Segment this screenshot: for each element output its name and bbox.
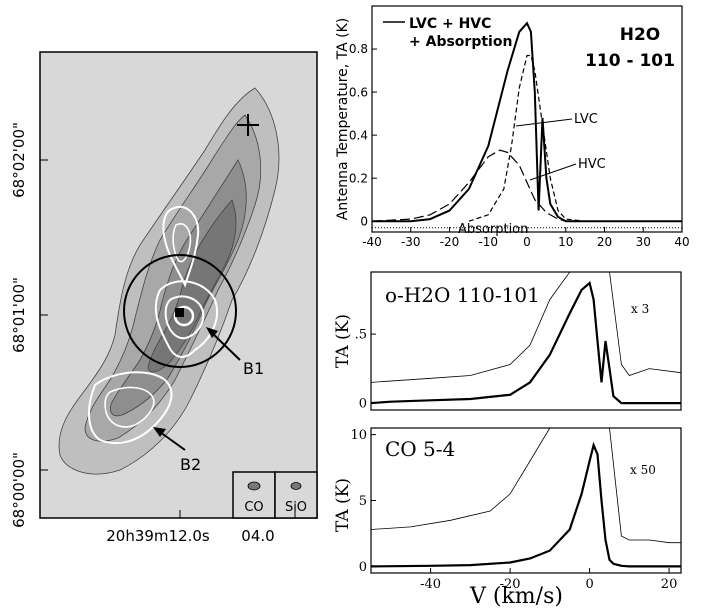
x-tick-label: 20: [597, 235, 612, 249]
white-contour-b2-inner: [104, 386, 155, 428]
bot-xlabel: V (km/s): [469, 584, 563, 609]
y-tick-label: 0: [360, 214, 368, 228]
x-tick-label: 0: [523, 235, 531, 249]
annot-hvc: HVC: [578, 157, 606, 172]
x-tick-label: -10: [478, 235, 498, 249]
b1-arrow-line: [211, 332, 241, 361]
white-contour-b1-inner: [164, 295, 205, 340]
mid-scale-note: x 3: [631, 302, 649, 316]
hvc-pointer: [529, 163, 577, 181]
y-tick-label: 0: [359, 560, 367, 575]
series-line: [370, 271, 682, 383]
series-line: [370, 427, 681, 544]
y-tick-label: .5: [355, 328, 367, 343]
y-tick-label: 5: [359, 494, 367, 509]
y-tick-label: 0.8: [349, 42, 368, 56]
dec-label: 68°02'00": [10, 122, 28, 198]
b1-arrow-head: [206, 327, 218, 338]
bot-series: [370, 427, 681, 568]
sio-beam-label: SiO: [285, 500, 307, 515]
mid-axis-ticks: 0.5: [355, 328, 376, 412]
white-contour-b1: [154, 280, 218, 358]
x-tick-label: -20: [440, 235, 460, 249]
co-beam-ellipse: [247, 481, 261, 491]
h2o-model-panel: -40 -30 -20 -10 0 10 20 30 40 0 0.2 0.4 0.6 0.8 Anten…: [335, 5, 690, 249]
ra-label: 04.0: [241, 527, 274, 545]
x-tick-label: 10: [558, 235, 573, 249]
x-tick-label: -30: [401, 235, 421, 249]
y-tick-label: 0.4: [349, 128, 368, 142]
top-title-1: H2O: [620, 25, 661, 45]
top-axis-ticks: -40 -30 -20 -10 0 10 20 30 40 0 0.2 0.4 0.6 0.8: [349, 42, 690, 249]
series-line: [370, 441, 681, 568]
top-ylabel: Antenna Temperature, TA (K): [335, 18, 351, 221]
dec-label: 68°00'00": [10, 452, 28, 528]
white-contour-b2: [88, 371, 173, 445]
mid-ylabel: TA (K): [333, 314, 353, 368]
bot-label: CO 5-4: [385, 437, 455, 461]
panel-mid-frame: [370, 271, 682, 411]
x-tick-label: 30: [636, 235, 651, 249]
mid-label: o-H2O 110-101: [385, 283, 540, 307]
x-tick-label: 20: [661, 577, 678, 592]
lvc-pointer: [515, 118, 573, 127]
top-title-2: 110 - 101: [585, 51, 675, 71]
x-tick-label: -40: [420, 577, 441, 592]
annot-absorption: Absorption: [458, 222, 528, 237]
beam-circle: [123, 254, 237, 368]
x-tick-label: -20: [500, 577, 521, 592]
bot-ylabel: TA (K): [333, 478, 353, 532]
legend-text-2: + Absorption: [409, 34, 512, 50]
series-line: [468, 54, 586, 222]
x-tick-label: 40: [674, 235, 689, 249]
white-contour-north: [162, 205, 200, 288]
label-b2: B2: [180, 455, 201, 474]
map-panel: B1 B2 CO SiO 68°02'00" 68°01'00" 68°00'0…: [10, 51, 318, 545]
oh2o-panel: 0.5 o-H2O 110-101 x 3 TA (K): [333, 271, 682, 412]
bot-scale-note: x 50: [630, 463, 656, 477]
ra-label: 20h39m12.0s: [106, 527, 210, 545]
sio-beam-ellipse: [290, 482, 302, 490]
y-tick-label: 0.2: [349, 171, 368, 185]
y-tick-label: 10: [350, 428, 367, 443]
co-beam-label: CO: [244, 500, 263, 515]
white-contour-north-inner: [172, 223, 192, 263]
series-line: [370, 280, 681, 405]
b2-arrow-line: [159, 431, 186, 451]
x-tick-label: -40: [362, 235, 382, 249]
x-tick-label: 0: [585, 577, 593, 592]
b2-arrow-head: [153, 427, 166, 437]
legend-text-1: LVC + HVC: [409, 16, 491, 32]
sio-beam-box: [274, 471, 318, 519]
mid-series: [370, 271, 682, 405]
y-tick-label: 0: [359, 397, 367, 412]
label-b1: B1: [243, 359, 264, 378]
top-series: [371, 21, 682, 229]
dec-label: 68°01'00": [10, 277, 28, 353]
y-tick-label: 0.6: [349, 85, 368, 99]
source-marker: [175, 308, 184, 317]
co-panel: -40 -20 0 20 0 5 10 CO 5-4 x 50 TA (K) V (km/s…: [333, 427, 682, 609]
outflow-contour-3: [110, 159, 247, 417]
bot-axis-ticks: -40 -20 0 20 0 5 10: [350, 428, 677, 592]
series-line: [371, 149, 682, 222]
annot-lvc: LVC: [574, 112, 598, 127]
